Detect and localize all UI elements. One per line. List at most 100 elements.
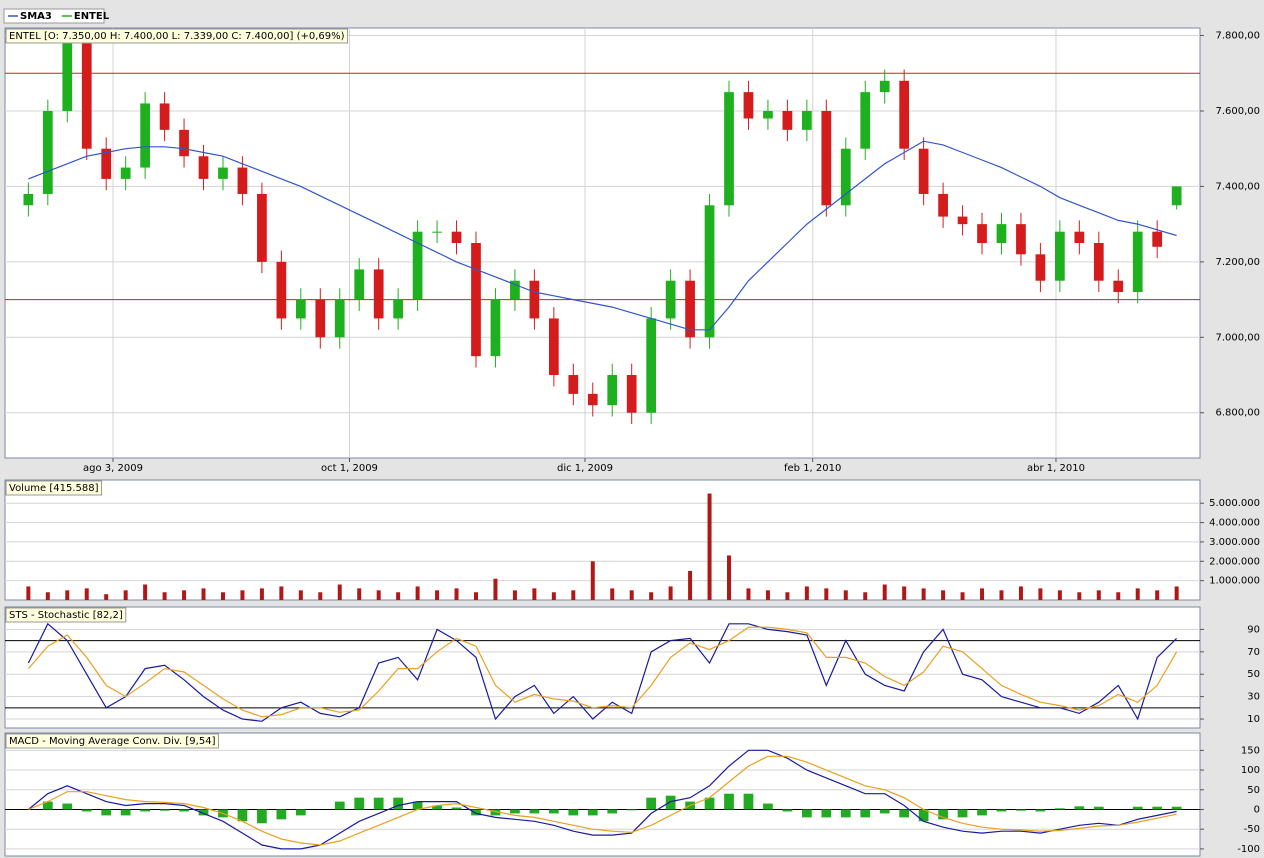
- y-tick-label: 0: [1254, 804, 1260, 815]
- histogram-bar: [1055, 808, 1065, 810]
- candle-body: [101, 148, 112, 179]
- y-tick-label: 150: [1241, 745, 1260, 756]
- candle-body: [918, 148, 929, 194]
- candle-body: [315, 299, 326, 338]
- histogram-bar: [548, 809, 559, 814]
- candle-body: [510, 280, 520, 300]
- bar: [941, 590, 946, 600]
- candle-body: [529, 280, 540, 319]
- histogram-bar: [1093, 806, 1104, 810]
- candle-body: [373, 269, 384, 319]
- histogram-bar: [840, 809, 851, 818]
- bar: [45, 592, 50, 600]
- candle-body: [879, 80, 890, 93]
- bar: [26, 586, 31, 600]
- candle-body: [393, 299, 404, 319]
- series-line: [28, 140, 1177, 331]
- bar: [435, 590, 440, 600]
- histogram-bar: [62, 803, 73, 810]
- bar: [493, 578, 498, 600]
- candle-body: [1113, 280, 1124, 293]
- bar: [610, 588, 615, 600]
- candle-body: [62, 43, 73, 111]
- histogram-bar: [821, 809, 832, 818]
- y-tick-label: 6.800,00: [1215, 408, 1260, 419]
- bar: [84, 588, 89, 600]
- bar: [746, 588, 751, 600]
- histogram-bar: [432, 805, 442, 810]
- histogram-bar: [860, 809, 871, 818]
- candle-body: [860, 92, 871, 149]
- candle-body: [257, 193, 267, 262]
- bar: [843, 590, 848, 600]
- histogram-bar: [918, 809, 929, 822]
- histogram-bar: [646, 797, 657, 810]
- candle-body: [743, 92, 754, 119]
- bar: [1174, 586, 1179, 600]
- histogram-bar: [179, 809, 189, 812]
- bar: [240, 590, 245, 600]
- bar: [902, 586, 907, 600]
- bar: [162, 592, 167, 600]
- pane-title: ENTEL [O: 7.350,00 H: 7.400,00 L: 7.339,…: [9, 31, 345, 42]
- candle-body: [159, 103, 170, 130]
- candle-body: [179, 129, 189, 157]
- candle-body: [120, 167, 131, 179]
- histogram-bar: [724, 793, 734, 810]
- bar: [629, 590, 634, 600]
- y-tick-label: 7.200,00: [1215, 257, 1260, 268]
- histogram-bar: [334, 801, 345, 810]
- bar: [512, 590, 517, 600]
- y-tick-label: 30: [1247, 692, 1260, 703]
- bar: [220, 592, 225, 600]
- histogram-bar: [237, 809, 248, 822]
- histogram-bar: [996, 809, 1007, 812]
- series-line: [28, 755, 1177, 846]
- histogram-bar: [198, 809, 209, 816]
- histogram-bar: [81, 809, 92, 812]
- pane-title-box: [5, 480, 103, 496]
- histogram-bar: [801, 809, 812, 818]
- histogram-bar: [140, 809, 150, 812]
- y-tick-label: 50: [1247, 785, 1260, 796]
- candle-body: [977, 224, 987, 243]
- bar: [863, 592, 868, 600]
- bar: [415, 586, 420, 600]
- bar: [298, 590, 303, 600]
- candle-body: [1016, 224, 1026, 255]
- bar: [1018, 586, 1023, 600]
- y-tick-label: 5.000.000: [1209, 498, 1260, 509]
- bar: [532, 588, 537, 600]
- bar: [785, 592, 790, 600]
- x-tick-label: ago 3, 2009: [83, 463, 143, 474]
- bar: [1057, 590, 1062, 600]
- y-tick-label: 2.000.000: [1209, 556, 1260, 567]
- y-tick-label: 7.600,00: [1215, 106, 1260, 117]
- histogram-bar: [42, 801, 53, 810]
- bar: [980, 588, 985, 600]
- candle-body: [821, 110, 832, 206]
- bar: [65, 590, 70, 600]
- bar: [590, 561, 595, 600]
- bar: [318, 592, 323, 600]
- candle-body: [568, 375, 579, 394]
- bar: [824, 588, 829, 600]
- histogram-bar: [568, 809, 579, 816]
- histogram-bar: [510, 809, 520, 814]
- histogram-bar: [938, 809, 948, 820]
- bar: [960, 592, 965, 600]
- histogram-bar: [529, 809, 540, 814]
- candle-body: [1055, 231, 1065, 281]
- histogram-bar: [490, 809, 501, 816]
- bar: [259, 588, 264, 600]
- candle-body: [957, 216, 968, 225]
- pane-title-box: [5, 733, 219, 749]
- pane: [4, 479, 1201, 601]
- histogram-bar: [743, 793, 754, 810]
- candle-body: [1171, 186, 1182, 206]
- candle-body: [763, 110, 773, 119]
- bar: [668, 586, 673, 600]
- series-line: [28, 749, 1177, 850]
- y-tick-label: 70: [1247, 647, 1260, 658]
- legend-box: [3, 8, 105, 24]
